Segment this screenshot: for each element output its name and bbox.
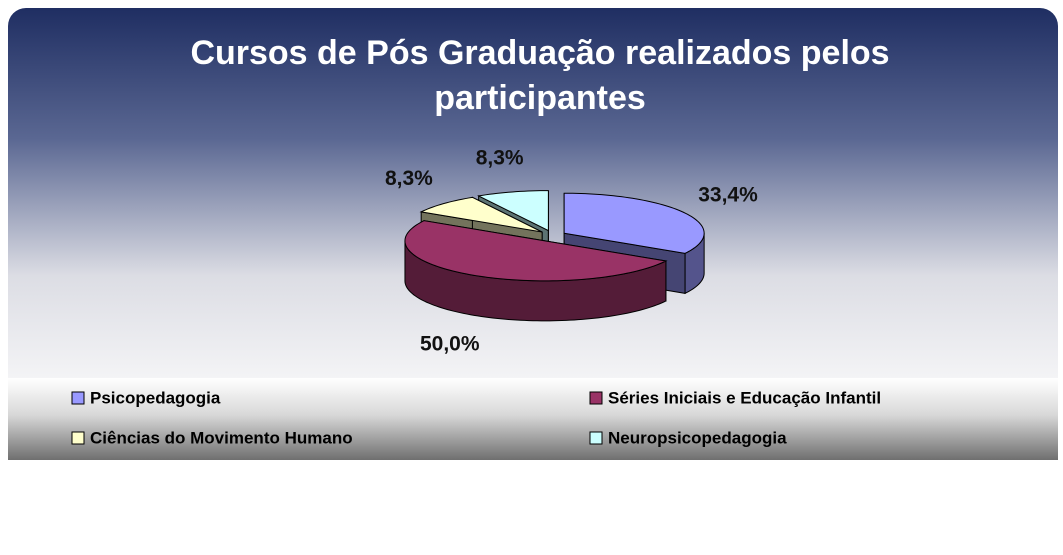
- data-label: 50,0%: [420, 333, 480, 356]
- pie-slice: [404, 220, 668, 322]
- legend-item: Ciências do Movimento Humano: [71, 428, 353, 447]
- legend-label: Ciências do Movimento Humano: [90, 428, 353, 447]
- legend-swatch: [589, 391, 603, 405]
- legend-label: Séries Iniciais e Educação Infantil: [608, 388, 881, 407]
- legend-label: Psicopedagogia: [90, 388, 221, 407]
- footer-band: [8, 460, 1058, 555]
- legend-item: Séries Iniciais e Educação Infantil: [589, 388, 881, 407]
- legend-item: Neuropsicopedagogia: [589, 428, 787, 447]
- legend-label: Neuropsicopedagogia: [608, 428, 787, 447]
- chart-title: Cursos de Pós Graduação realizados pelos…: [190, 34, 889, 117]
- data-label: 8,3%: [385, 167, 433, 190]
- legend-swatch: [71, 431, 85, 445]
- legend-item: Psicopedagogia: [71, 388, 221, 407]
- slice-top: [404, 220, 668, 282]
- data-label: 33,4%: [698, 184, 758, 207]
- legend-swatch: [71, 391, 85, 405]
- data-label: 8,3%: [476, 146, 524, 169]
- slice-top: [419, 196, 543, 233]
- legend-swatch: [589, 431, 603, 445]
- slice-top: [477, 190, 549, 232]
- legend-band: [8, 378, 1058, 460]
- slice-top: [563, 192, 705, 254]
